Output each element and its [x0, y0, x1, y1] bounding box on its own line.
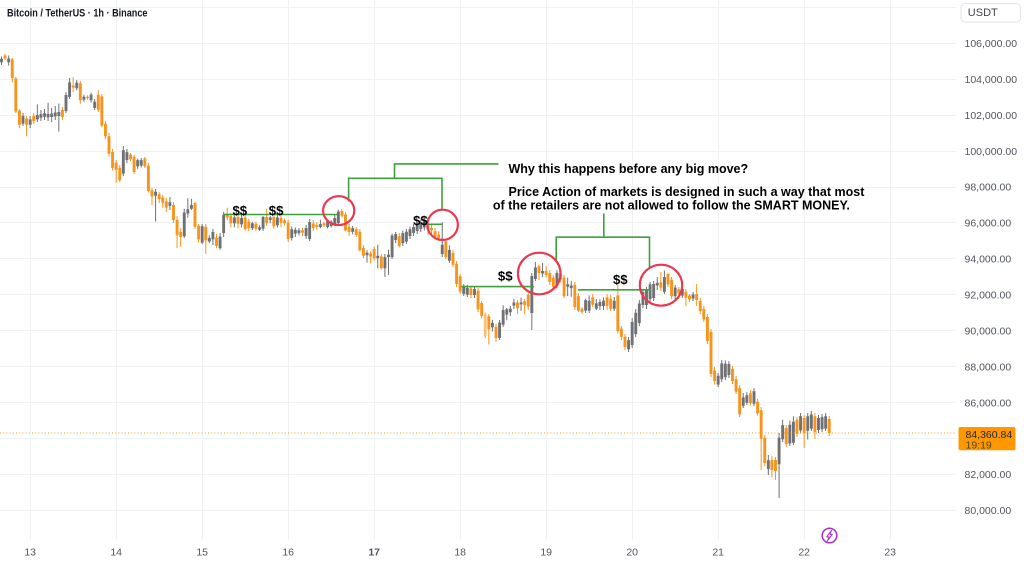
svg-text:84,360.84: 84,360.84	[966, 429, 1013, 441]
svg-text:104,000.00: 104,000.00	[965, 74, 1018, 86]
svg-text:$$: $$	[232, 203, 247, 218]
svg-text:Bitcoin / TetherUS · 1h · Bina: Bitcoin / TetherUS · 1h · Binance	[7, 7, 148, 19]
svg-text:86,000.00: 86,000.00	[965, 397, 1012, 409]
svg-text:Price Action of markets is des: Price Action of markets is designed in s…	[509, 185, 866, 199]
svg-text:$$: $$	[498, 269, 513, 284]
svg-text:13: 13	[24, 546, 36, 558]
svg-text:$$: $$	[413, 213, 428, 228]
svg-text:80,000.00: 80,000.00	[965, 505, 1012, 517]
svg-text:Why this happens before any bi: Why this happens before any big move?	[509, 162, 749, 176]
svg-text:17: 17	[368, 546, 380, 558]
svg-text:102,000.00: 102,000.00	[965, 110, 1018, 122]
svg-text:15: 15	[196, 546, 208, 558]
svg-text:18: 18	[454, 546, 466, 558]
svg-text:19:19: 19:19	[966, 439, 992, 451]
svg-text:22: 22	[798, 546, 810, 558]
svg-text:USDT: USDT	[968, 7, 998, 19]
svg-text:92,000.00: 92,000.00	[965, 290, 1012, 302]
svg-text:$$: $$	[269, 203, 284, 218]
svg-text:19: 19	[540, 546, 552, 558]
svg-text:14: 14	[110, 546, 122, 558]
svg-text:16: 16	[282, 546, 294, 558]
svg-text:96,000.00: 96,000.00	[965, 218, 1012, 230]
svg-text:94,000.00: 94,000.00	[965, 254, 1012, 266]
svg-text:90,000.00: 90,000.00	[965, 325, 1012, 337]
svg-text:82,000.00: 82,000.00	[965, 469, 1012, 481]
svg-text:of the retailers are not allow: of the retailers are not allowed to foll…	[493, 199, 850, 213]
svg-text:106,000.00: 106,000.00	[965, 38, 1018, 50]
svg-text:88,000.00: 88,000.00	[965, 361, 1012, 373]
svg-text:20: 20	[626, 546, 638, 558]
svg-text:23: 23	[884, 546, 896, 558]
svg-text:$$: $$	[613, 272, 628, 287]
svg-text:98,000.00: 98,000.00	[965, 182, 1012, 194]
svg-text:21: 21	[712, 546, 724, 558]
svg-text:100,000.00: 100,000.00	[965, 146, 1018, 158]
